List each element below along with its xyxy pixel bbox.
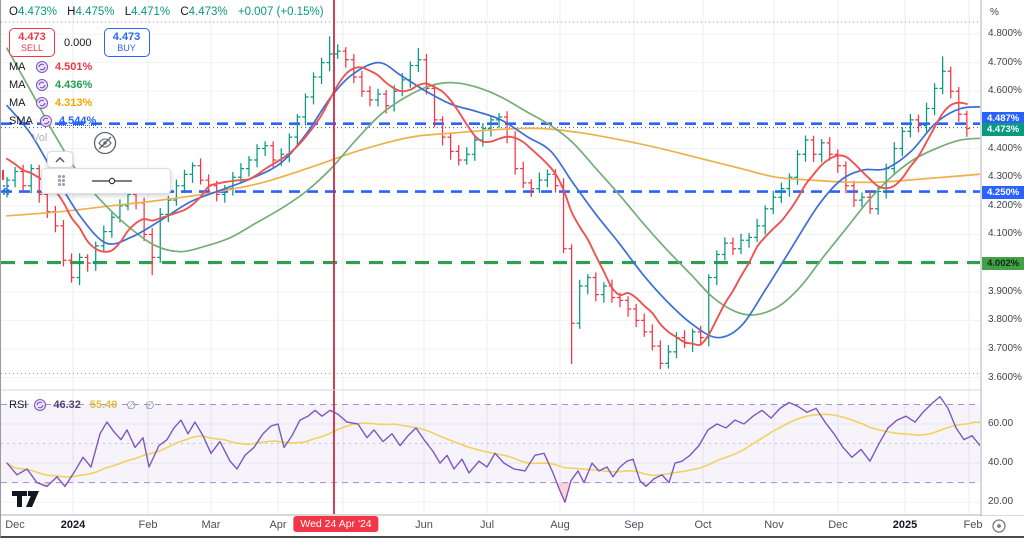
- sync-icon: [35, 78, 49, 91]
- time-label: Sep: [624, 519, 644, 531]
- price-tick: 4.700%: [988, 56, 1022, 68]
- indicator-row-ma-green[interactable]: MA 4.436%: [9, 77, 92, 92]
- time-axis[interactable]: Dec 2024 Feb Mar Apr Wed 24 Apr '24 Jun Jul Aug S…: [1, 516, 1024, 536]
- close-value: 4.473%: [188, 6, 228, 18]
- change-value: +0.007 (+0.15%): [237, 6, 324, 18]
- sell-label: SELL: [20, 42, 44, 53]
- sell-price: 4.473: [18, 31, 46, 43]
- clipped-drawing-handle: [2, 170, 9, 180]
- time-label: Feb: [138, 519, 158, 531]
- indicator-label: MA: [9, 96, 26, 109]
- indicator-row-ma-orange[interactable]: MA 4.313%: [9, 95, 92, 110]
- indicator-label: SMA: [9, 114, 33, 127]
- time-label: Dec: [828, 519, 848, 531]
- hidden-eye-icon[interactable]: [92, 130, 118, 156]
- indicator-label: MA: [9, 60, 26, 73]
- price-tick: 3.700%: [988, 343, 1022, 355]
- time-label: Oct: [694, 519, 712, 531]
- ohlc-row[interactable]: O4.473% H4.475% L4.471% C4.473% +0.007 (…: [9, 6, 324, 18]
- price-tick: 4.400%: [988, 142, 1022, 154]
- price-axis[interactable]: % 4.800% 4.700% 4.600% 4.400% 4.300% 4.200% 4.1…: [982, 0, 1024, 515]
- rsi-tick: 40.00: [988, 457, 1014, 469]
- price-tick: 4.600%: [988, 85, 1022, 97]
- buy-label: BUY: [117, 42, 136, 53]
- indicator-value: 4.313%: [55, 96, 93, 109]
- horizontal-line-tool-icon[interactable]: [92, 176, 132, 186]
- buy-button[interactable]: 4.473 BUY: [103, 28, 150, 57]
- time-label: Jun: [415, 519, 433, 531]
- time-label: Apr: [269, 519, 287, 531]
- time-label: 2024: [60, 519, 86, 531]
- time-label: Nov: [764, 519, 784, 531]
- sync-icon: [35, 96, 49, 109]
- price-tick: 3.600%: [988, 371, 1022, 383]
- high-value: 4.475%: [75, 6, 115, 18]
- indicator-row-ma-red[interactable]: MA 4.501%: [9, 59, 92, 74]
- open-value: 4.473%: [17, 6, 57, 18]
- toolbar-collapse-button[interactable]: [47, 151, 73, 168]
- drag-handle-icon[interactable]: [58, 175, 66, 187]
- chevron-up-icon: [55, 156, 65, 163]
- rsi-ma-value: 55.40: [89, 399, 118, 411]
- price-tick: 4.800%: [988, 28, 1022, 39]
- axis-settings-icon[interactable]: [991, 518, 1007, 536]
- level-price-label: 4.250%: [982, 186, 1024, 199]
- time-label: Mar: [201, 519, 221, 531]
- rsi-value: 46.32: [53, 399, 81, 411]
- price-tick: 3.800%: [988, 314, 1022, 326]
- price-tick: 3.900%: [988, 285, 1022, 297]
- sync-icon: [35, 60, 49, 73]
- price-tick: 4.100%: [988, 228, 1022, 240]
- sync-icon: [34, 398, 47, 412]
- time-label: 2025: [892, 519, 918, 531]
- time-label: Aug: [550, 519, 570, 531]
- indicator-value: 4.436%: [55, 78, 93, 91]
- rsi-label: RSI: [9, 399, 28, 411]
- sell-button[interactable]: 4.473 SELL: [9, 28, 55, 57]
- low-value: 4.471%: [131, 6, 171, 18]
- current-price-label: 4.473%: [982, 123, 1024, 136]
- rsi-empty-values: ∅ ∅: [126, 399, 158, 412]
- price-tick: 4.300%: [988, 171, 1022, 183]
- open-label: O: [9, 6, 18, 18]
- selected-date-label: Wed 24 Apr '24: [293, 516, 379, 532]
- close-label: C: [180, 6, 189, 18]
- indicator-value: 4.501%: [55, 60, 93, 73]
- rsi-tick: 20.00: [988, 496, 1014, 508]
- drawing-mini-toolbar[interactable]: [41, 168, 171, 194]
- time-label: Jul: [479, 519, 495, 531]
- percent-axis-symbol: %: [990, 7, 999, 18]
- clipped-drawing-dots: [3, 185, 11, 197]
- time-label: Feb: [963, 519, 983, 531]
- rsi-tick: 60.00: [988, 418, 1014, 429]
- level-price-label: 4.487%: [982, 112, 1024, 125]
- rsi-legend-row[interactable]: RSI 46.32 55.40 ∅ ∅: [9, 398, 158, 412]
- level-price-label: 4.002%: [982, 257, 1024, 270]
- indicator-row-sma-blue[interactable]: SMA 4.544%: [9, 113, 96, 128]
- buy-price: 4.473: [112, 31, 141, 43]
- price-tick: 4.200%: [988, 199, 1022, 211]
- spread-value: 0.000: [64, 36, 92, 49]
- indicator-label: MA: [9, 78, 26, 91]
- time-label: Dec: [5, 519, 25, 531]
- low-label: L: [124, 6, 132, 18]
- indicator-value: 4.544%: [59, 114, 97, 127]
- order-panel: 4.473 SELL 0.000 4.473 BUY: [9, 28, 150, 57]
- volume-label[interactable]: Vol: [32, 132, 48, 144]
- high-label: H: [67, 6, 76, 18]
- tradingview-logo[interactable]: [11, 489, 43, 509]
- sync-icon: [39, 114, 53, 127]
